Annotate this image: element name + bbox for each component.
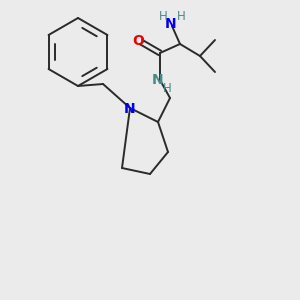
Text: O: O bbox=[132, 34, 144, 48]
Text: H: H bbox=[163, 82, 171, 95]
Text: H: H bbox=[159, 10, 167, 22]
Text: N: N bbox=[165, 17, 177, 31]
Text: N: N bbox=[124, 102, 136, 116]
Text: H: H bbox=[177, 11, 185, 23]
Text: N: N bbox=[152, 73, 164, 87]
